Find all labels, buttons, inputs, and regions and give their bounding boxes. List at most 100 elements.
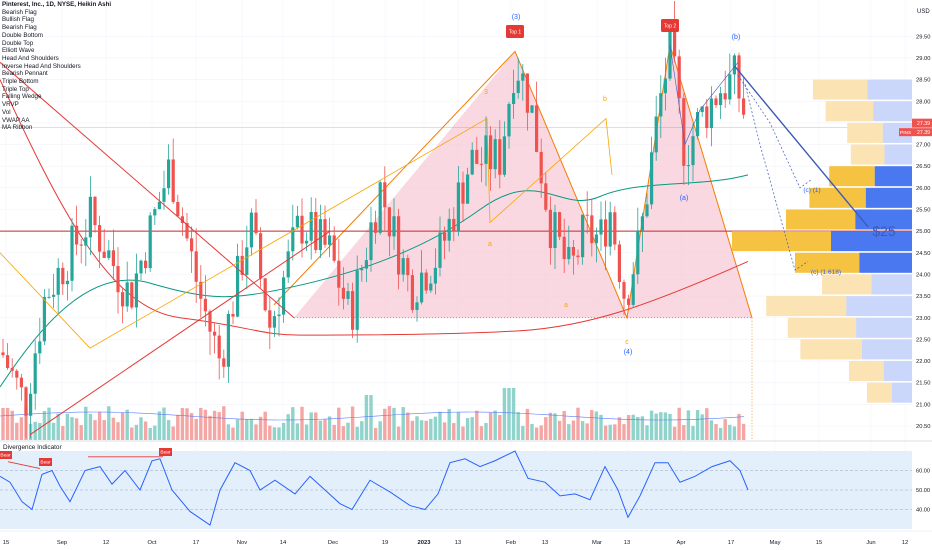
legend-item[interactable]: Inverse Head And Shoulders bbox=[2, 62, 81, 70]
bear-tag bbox=[159, 448, 172, 456]
candle-body bbox=[171, 159, 175, 203]
candle-body bbox=[535, 105, 539, 152]
legend-item[interactable]: Double Top bbox=[2, 39, 34, 47]
vrvp-bar-down bbox=[849, 361, 884, 382]
time-tick-label: May bbox=[770, 540, 781, 546]
vrvp-bar-up bbox=[873, 101, 912, 122]
trend-line-red bbox=[0, 61, 295, 319]
candle-body bbox=[700, 106, 704, 113]
candle-body bbox=[585, 214, 589, 216]
vrvp-bar-up bbox=[871, 274, 912, 295]
legend-item[interactable]: Bearish Flag bbox=[2, 24, 37, 32]
volume-bar bbox=[254, 424, 258, 440]
candle-body bbox=[571, 247, 575, 256]
volume-bar bbox=[291, 407, 295, 440]
price-tick-label: 29.00 bbox=[916, 56, 931, 62]
candle-body bbox=[599, 219, 603, 235]
candle-body bbox=[705, 106, 709, 129]
time-tick-label: Dec bbox=[328, 540, 338, 546]
volume-bar bbox=[79, 425, 83, 440]
legend-item[interactable]: Triple Top bbox=[2, 85, 29, 93]
volume-bar bbox=[484, 422, 488, 440]
candle-body bbox=[93, 196, 97, 226]
volume-bar bbox=[723, 419, 727, 440]
candle-body bbox=[102, 251, 106, 258]
volume-bar bbox=[452, 423, 456, 440]
legend-item[interactable]: Elliott Wave bbox=[2, 47, 35, 55]
candle-body bbox=[742, 98, 746, 115]
volume-bar bbox=[176, 414, 180, 440]
legend-item[interactable]: Double Bottom bbox=[2, 31, 43, 39]
candle-body bbox=[88, 196, 92, 238]
volume-bar bbox=[626, 415, 631, 440]
legend-item[interactable]: VWAP AA bbox=[2, 116, 30, 124]
vrvp-bar-up bbox=[856, 317, 912, 338]
volume-bar bbox=[442, 422, 447, 440]
candle-body bbox=[79, 244, 83, 246]
price-axis[interactable]: USD 20.50 21.00 21.50 22.00 22.50 23.00 23.50 24… bbox=[899, 0, 932, 440]
candle-body bbox=[328, 235, 332, 245]
candle-body bbox=[190, 238, 194, 252]
legend-item[interactable]: Bearish Pennant bbox=[2, 70, 48, 78]
volume-bar bbox=[180, 408, 185, 440]
candle-body bbox=[153, 209, 157, 216]
symbol-price-tag bbox=[912, 128, 932, 137]
candle-body bbox=[374, 222, 378, 233]
volume-bar bbox=[668, 413, 672, 440]
volume-bar bbox=[309, 412, 313, 440]
price-tick-label: 28.50 bbox=[916, 78, 931, 84]
vrvp-bar-up bbox=[884, 144, 912, 165]
volume-bar bbox=[10, 410, 14, 440]
volume-bar bbox=[332, 424, 336, 440]
volume-bar bbox=[700, 414, 704, 440]
volume-bar bbox=[93, 420, 97, 440]
volume-bar bbox=[314, 412, 318, 440]
legend-item[interactable]: MA Ribbon bbox=[2, 124, 33, 132]
candle-body bbox=[42, 296, 46, 342]
time-tick-label: Oct bbox=[147, 540, 156, 546]
candle-body bbox=[470, 149, 474, 175]
vrvp-bar-up bbox=[883, 361, 912, 382]
legend-item[interactable]: Head And Shoulders bbox=[2, 54, 59, 62]
legend-item[interactable]: Vol bbox=[2, 108, 11, 116]
time-axis[interactable]: 15 Sep 12 Oct 17 Nov 14 Dec 19 2023 13 Feb 13 Mar 13 Ap… bbox=[0, 530, 932, 546]
elliott-wave-lines bbox=[0, 44, 869, 436]
candle-body bbox=[723, 93, 727, 100]
symbol-header: Pinterest, Inc., 1D, NYSE, Heikin Ashi bbox=[2, 1, 112, 8]
price-tick-label: 26.50 bbox=[916, 164, 931, 170]
vrvp-bar-up bbox=[846, 296, 912, 317]
volume-bar bbox=[571, 420, 576, 440]
legend-item[interactable]: Bullish Flag bbox=[2, 16, 34, 24]
volume-bar bbox=[691, 425, 695, 440]
projection-c1 bbox=[737, 75, 813, 189]
time-tick-label: 17 bbox=[728, 540, 734, 546]
candle-body bbox=[157, 201, 161, 210]
volume-bar bbox=[419, 420, 424, 440]
candle-body bbox=[617, 244, 621, 283]
candle-body bbox=[406, 258, 410, 276]
candle-body bbox=[484, 135, 488, 164]
vrvp-bar-up bbox=[874, 166, 912, 187]
divergence-indicator-pane[interactable]: 60.00 50.00 40.00 Bear Bear Bear bbox=[0, 440, 932, 529]
candle-body bbox=[360, 268, 364, 271]
candle-body bbox=[194, 251, 198, 282]
candle-body bbox=[682, 98, 686, 166]
volume-bar bbox=[102, 420, 106, 440]
wave-label-c-small: c bbox=[625, 339, 629, 346]
legend-item[interactable]: Bearish Flag bbox=[2, 8, 37, 16]
time-tick-label: 2023 bbox=[418, 540, 432, 546]
wave-label-c1618: (c) (1.618) bbox=[811, 269, 841, 276]
candle-body bbox=[410, 275, 414, 310]
candle-body bbox=[203, 298, 207, 312]
indicator-legend: Pinterest, Inc., 1D, NYSE, Heikin Ashi B… bbox=[2, 1, 111, 132]
volume-bar bbox=[705, 408, 709, 440]
legend-item[interactable]: Triple Bottom bbox=[2, 78, 39, 86]
wave-label-c1: (c) (1) bbox=[803, 187, 820, 194]
volume-bar bbox=[557, 420, 562, 440]
volume-bar bbox=[672, 426, 677, 440]
legend-item[interactable]: Falling Wedge bbox=[2, 93, 42, 101]
volume-bar bbox=[507, 388, 511, 440]
candle-body bbox=[553, 212, 557, 248]
legend-item[interactable]: VRVP bbox=[2, 101, 19, 109]
